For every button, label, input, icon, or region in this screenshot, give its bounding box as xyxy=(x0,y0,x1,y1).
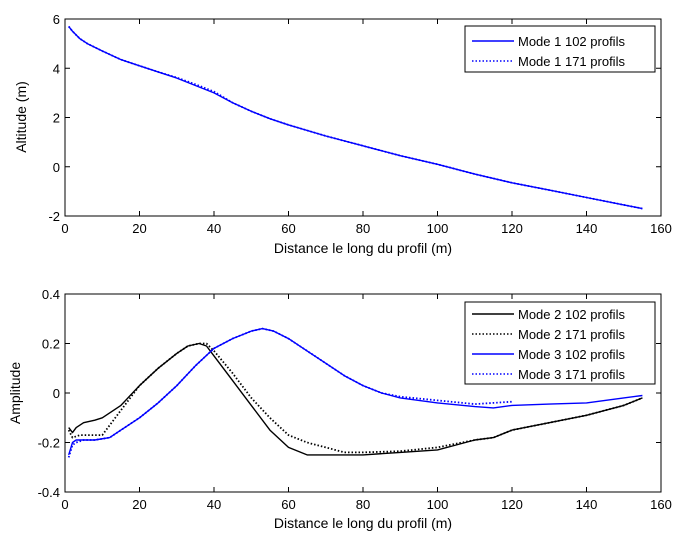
x-tick-label: 80 xyxy=(356,497,370,512)
x-tick-label: 0 xyxy=(61,497,68,512)
x-tick-label: 40 xyxy=(207,221,221,236)
series-layer xyxy=(67,25,643,210)
y-tick-label: -0.2 xyxy=(38,436,60,451)
legend-label-mode-2-171: Mode 2 171 profils xyxy=(518,327,625,342)
x-tick-label: 20 xyxy=(132,497,146,512)
x-axis-label: Distance le long du profil (m) xyxy=(274,515,452,531)
y-tick-label: 0.4 xyxy=(42,287,60,302)
legend-label-mode-1-102: Mode 1 102 profils xyxy=(518,34,625,49)
legend-box xyxy=(464,25,656,73)
y-tick-label: -2 xyxy=(48,209,60,224)
x-tick-label: 100 xyxy=(427,221,449,236)
legend-label-mode-1-171: Mode 1 171 profils xyxy=(518,54,625,69)
x-tick-label: 140 xyxy=(576,221,598,236)
series-line-mode-1-171-profils xyxy=(67,25,643,210)
ticks: 0 20 40 60 80 100 120 140 160 -0.4 -0.2 0 0.2 0.4 xyxy=(38,287,672,512)
legend: Mode 1 102 profils Mode 1 171 profils xyxy=(464,25,656,73)
y-tick-label: -0.4 xyxy=(38,485,60,500)
x-tick-label: 160 xyxy=(650,497,672,512)
x-tick-label: 0 xyxy=(61,221,68,236)
x-tick-label: 60 xyxy=(281,221,295,236)
legend-label-mode-2-102: Mode 2 102 profils xyxy=(518,307,625,322)
y-axis-label: Altitude (m) xyxy=(13,81,29,153)
y-tick-label: 6 xyxy=(53,12,60,27)
legend-label-mode-3-171: Mode 3 171 profils xyxy=(518,367,625,382)
x-tick-label: 60 xyxy=(281,497,295,512)
amplitude-chart: 0 20 40 60 80 100 120 140 160 -0.4 -0.2 0 0.2 0.4 Dis… xyxy=(7,287,672,531)
series-line-mode-2-102-profils xyxy=(68,342,643,456)
y-axis-label: Amplitude xyxy=(7,362,23,424)
y-tick-label: 2 xyxy=(53,111,60,126)
x-tick-label: 120 xyxy=(501,497,523,512)
y-tick-label: 0 xyxy=(53,386,60,401)
x-tick-label: 40 xyxy=(207,497,221,512)
x-axis-label: Distance le long du profil (m) xyxy=(274,240,452,256)
legend-box xyxy=(464,301,656,385)
x-tick-label: 80 xyxy=(356,221,370,236)
x-tick-label: 140 xyxy=(576,497,598,512)
x-tick-label: 120 xyxy=(501,221,523,236)
x-tick-label: 100 xyxy=(427,497,449,512)
x-tick-label: 160 xyxy=(650,221,672,236)
series-layer xyxy=(67,327,643,458)
x-tick-label: 20 xyxy=(132,221,146,236)
series-line-mode-2-171-profils xyxy=(67,342,643,454)
y-tick-label: 0 xyxy=(53,160,60,175)
legend-label-mode-3-102: Mode 3 102 profils xyxy=(518,347,625,362)
legend: Mode 2 102 profils Mode 2 171 profils Mo… xyxy=(464,301,656,385)
y-tick-label: 0.2 xyxy=(42,337,60,352)
y-tick-label: 4 xyxy=(53,61,60,76)
